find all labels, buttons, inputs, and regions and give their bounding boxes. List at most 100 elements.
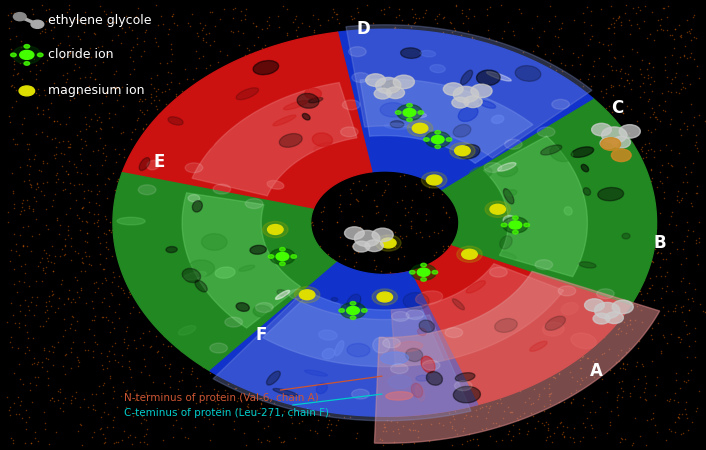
Point	[40, 264, 52, 271]
Point	[556, 19, 568, 26]
Point	[559, 258, 570, 265]
Point	[64, 190, 76, 197]
Point	[309, 385, 320, 392]
Point	[136, 242, 148, 249]
Point	[352, 288, 363, 296]
Point	[23, 171, 34, 178]
Point	[8, 369, 20, 377]
Point	[92, 217, 104, 224]
Point	[235, 396, 246, 403]
Point	[447, 425, 458, 432]
Point	[608, 369, 619, 377]
Point	[162, 31, 173, 38]
Point	[645, 331, 657, 338]
Point	[371, 178, 382, 185]
Point	[441, 30, 453, 37]
Point	[94, 260, 105, 267]
Point	[438, 28, 449, 35]
Point	[280, 268, 292, 275]
Ellipse shape	[342, 100, 360, 110]
Ellipse shape	[503, 189, 514, 204]
Point	[436, 226, 448, 234]
Point	[312, 429, 323, 436]
Point	[229, 155, 241, 162]
Point	[614, 13, 625, 20]
Point	[109, 192, 120, 199]
Point	[669, 418, 681, 425]
Point	[390, 302, 402, 309]
Point	[228, 425, 239, 432]
Point	[452, 270, 463, 277]
Point	[66, 234, 77, 242]
Point	[505, 56, 516, 63]
Point	[197, 34, 208, 41]
Point	[169, 248, 180, 256]
Point	[303, 143, 314, 150]
Point	[583, 182, 594, 189]
Point	[603, 215, 614, 222]
Point	[453, 266, 465, 273]
Point	[416, 233, 427, 240]
Point	[546, 118, 557, 125]
Point	[632, 20, 643, 27]
Point	[100, 89, 112, 96]
Point	[113, 301, 124, 308]
Point	[642, 208, 653, 216]
Point	[371, 391, 383, 398]
Point	[217, 134, 228, 141]
Ellipse shape	[347, 294, 361, 310]
Point	[418, 140, 429, 148]
Point	[304, 247, 316, 254]
Point	[109, 350, 120, 357]
Point	[3, 112, 14, 120]
Point	[335, 92, 347, 99]
Point	[604, 25, 615, 32]
Point	[266, 63, 277, 70]
Point	[115, 39, 126, 46]
Point	[677, 179, 688, 186]
Point	[342, 278, 354, 285]
Point	[324, 115, 335, 122]
Point	[159, 88, 170, 95]
Point	[472, 81, 484, 88]
Point	[581, 355, 592, 362]
Point	[601, 89, 612, 96]
Point	[357, 289, 368, 297]
Point	[93, 113, 104, 121]
Point	[13, 278, 25, 285]
Point	[320, 313, 331, 320]
Point	[494, 198, 505, 206]
Point	[617, 364, 628, 372]
Point	[216, 226, 227, 233]
Point	[251, 216, 262, 224]
Point	[355, 371, 366, 378]
Point	[232, 196, 244, 203]
Point	[523, 127, 534, 135]
Point	[241, 402, 253, 409]
Point	[349, 280, 360, 287]
Point	[72, 88, 83, 95]
Point	[517, 227, 528, 234]
Point	[599, 144, 610, 152]
Point	[30, 152, 41, 159]
Point	[525, 192, 537, 199]
Point	[328, 106, 340, 113]
Point	[663, 307, 674, 315]
Point	[329, 90, 340, 97]
Point	[375, 367, 386, 374]
Point	[307, 221, 318, 229]
Point	[672, 414, 683, 421]
Point	[589, 296, 600, 303]
Point	[121, 182, 133, 189]
Point	[16, 199, 28, 207]
Point	[457, 205, 469, 212]
Point	[611, 16, 622, 23]
Point	[437, 337, 448, 344]
Point	[362, 382, 373, 389]
Point	[483, 269, 494, 276]
Point	[503, 209, 515, 216]
Point	[384, 269, 395, 276]
Point	[219, 279, 230, 286]
Point	[171, 416, 182, 423]
Point	[165, 79, 176, 86]
